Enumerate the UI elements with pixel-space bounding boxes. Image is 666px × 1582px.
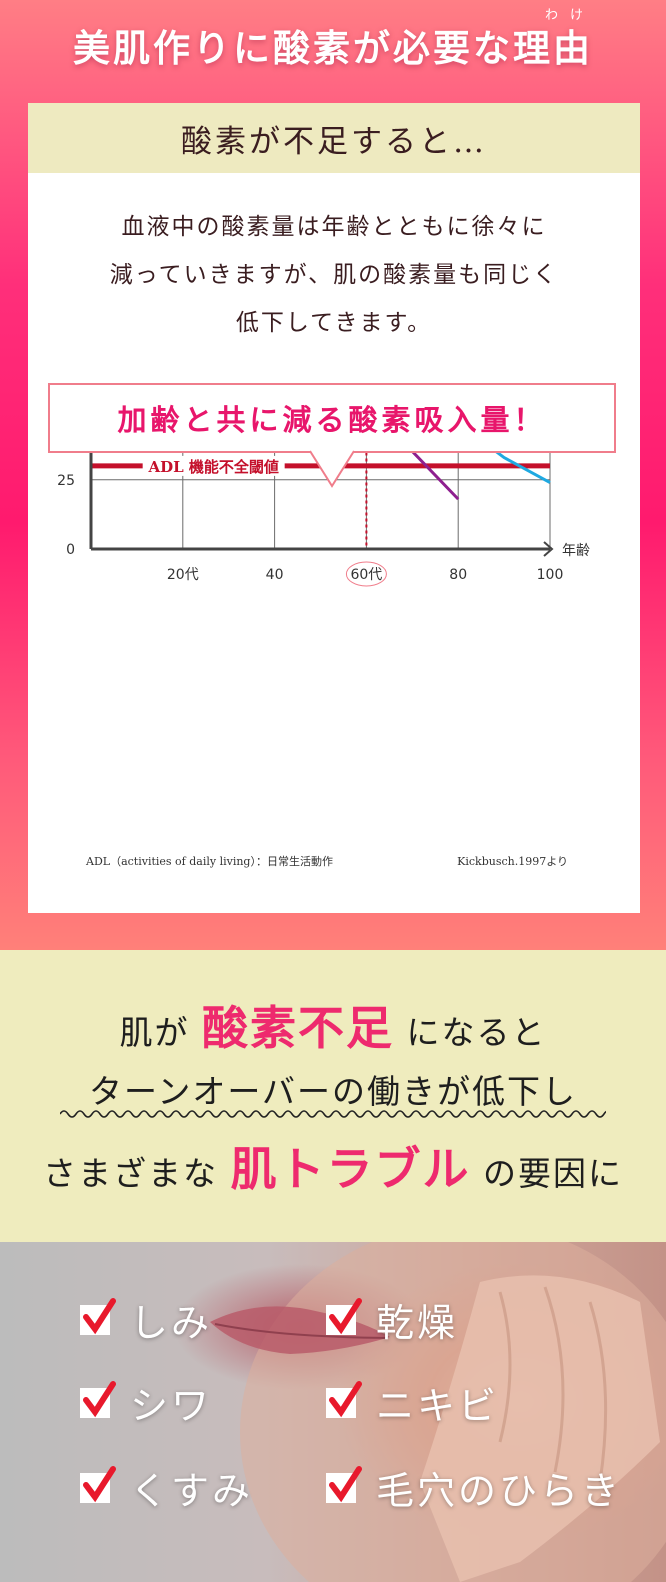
message-section: 肌が 酸素不足 になると ターンオーバーの働きが低下し さまざまな 肌トラブル … bbox=[0, 950, 666, 1242]
checkbox-icon bbox=[80, 1465, 116, 1503]
callout-text: 加齢と共に減る酸素吸入量！ bbox=[117, 403, 547, 437]
trouble-item: くすみ bbox=[80, 1460, 253, 1515]
card-heading: 酸素が不足すると… bbox=[28, 103, 640, 173]
chart-labels: トレーニング群非トレーニング群0255075100%20代4060代80100年… bbox=[57, 473, 590, 587]
trouble-item: 乾燥 bbox=[326, 1292, 458, 1347]
trouble-label: くすみ bbox=[130, 1469, 254, 1513]
message-text: さまざまな bbox=[43, 1154, 218, 1193]
intro-line: 血液中の酸素量は年齢とともに徐々に bbox=[121, 214, 547, 240]
message-text: の要因に bbox=[483, 1154, 623, 1193]
callout-box: 加齢と共に減る酸素吸入量！ bbox=[48, 383, 616, 453]
message-text: になると bbox=[406, 1013, 547, 1052]
y-tick-label: 25 bbox=[57, 473, 75, 489]
main-title: 美肌作りに酸素が必要な理由 bbox=[73, 26, 593, 70]
reason-section: わけ 美肌作りに酸素が必要な理由 酸素が不足すると… 血液中の酸素量は年齢ととも… bbox=[0, 0, 666, 950]
threshold-label: ADL 機能不全閾値 bbox=[147, 458, 278, 476]
series-line bbox=[494, 452, 551, 484]
trouble-label: シワ bbox=[130, 1384, 213, 1428]
message-line-2: ターンオーバーの働きが低下し bbox=[88, 1072, 578, 1111]
x-tick-label: 40 bbox=[266, 567, 284, 583]
skin-trouble-section: しみ 乾燥 シワ ニキビ くすみ 毛穴のひらき bbox=[0, 1242, 666, 1582]
checkbox-icon bbox=[326, 1465, 362, 1503]
oxygen-card: 酸素が不足すると… 血液中の酸素量は年齢とともに徐々に 減っていきますが、肌の酸… bbox=[28, 103, 640, 913]
x-tick-label: 60代 bbox=[350, 567, 382, 583]
note-adl: ADL（activities of daily living）：日常生活動作 bbox=[86, 855, 333, 868]
x-tick-label: 20代 bbox=[167, 567, 199, 583]
x-axis-label: 年齢 bbox=[562, 543, 590, 559]
x-axis-arrow bbox=[543, 541, 554, 557]
note-source: Kickbusch.1997より bbox=[457, 855, 568, 868]
intro-text: 血液中の酸素量は年齢とともに徐々に 減っていきますが、肌の酸素量も同じく 低下し… bbox=[28, 203, 640, 347]
trouble-label: 乾燥 bbox=[376, 1301, 459, 1345]
x-tick-label: 80 bbox=[449, 567, 467, 583]
trouble-item: シワ bbox=[80, 1375, 212, 1430]
reference-lines bbox=[365, 452, 368, 549]
emphasis-skin-trouble: 肌トラブル bbox=[230, 1142, 471, 1196]
oxygen-chart: ADL 機能不全閾値 トレーニング群非トレーニング群0255075100%20代… bbox=[57, 452, 590, 587]
checkbox-icon bbox=[326, 1297, 362, 1335]
chart-axes bbox=[89, 452, 554, 557]
checkbox-icon bbox=[80, 1297, 116, 1335]
intro-line: 低下してきます。 bbox=[235, 310, 433, 336]
checkbox-icon bbox=[80, 1380, 116, 1418]
callout-pointer bbox=[310, 450, 354, 488]
message-text: 肌が bbox=[119, 1013, 190, 1052]
message-line-1: 肌が 酸素不足 になると bbox=[0, 992, 666, 1058]
threshold-label-bg bbox=[142, 455, 285, 476]
trouble-label: しみ bbox=[130, 1301, 213, 1345]
highlight-circle-60 bbox=[345, 561, 387, 587]
y-tick-label: 0 bbox=[66, 542, 75, 558]
trouble-label: ニキビ bbox=[376, 1384, 500, 1428]
intro-line: 減っていきますが、肌の酸素量も同じく bbox=[109, 262, 559, 288]
trouble-item: 毛穴のひらき bbox=[326, 1460, 622, 1515]
trouble-item: ニキビ bbox=[326, 1375, 499, 1430]
checkbox-icon bbox=[326, 1380, 362, 1418]
trouble-label: 毛穴のひらき bbox=[376, 1469, 623, 1513]
title-ruby: わけ bbox=[545, 8, 596, 23]
trouble-item: しみ bbox=[80, 1292, 212, 1347]
wavy-underline bbox=[60, 1110, 606, 1118]
x-tick-label: 100 bbox=[537, 567, 564, 583]
message-line-3: さまざまな 肌トラブル の要因に bbox=[0, 1133, 666, 1199]
emphasis-oxygen-shortage: 酸素不足 bbox=[202, 1001, 394, 1055]
